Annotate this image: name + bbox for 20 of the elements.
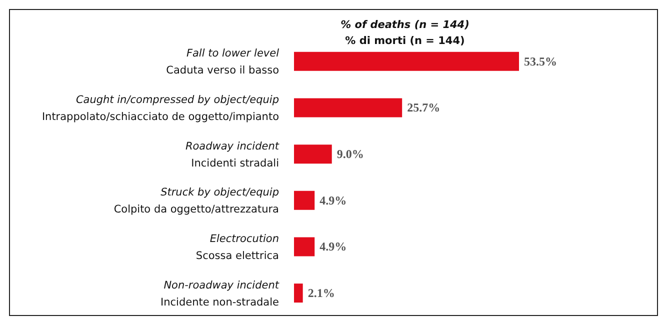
- bar: [294, 52, 519, 71]
- y-tick-label: Non-roadway incident Incidente non-stradale: [160, 279, 280, 308]
- data-label: 53.5%: [524, 54, 557, 68]
- chart-subtitle: % di morti (n = 144): [344, 34, 466, 49]
- bar: [294, 144, 332, 164]
- bar: [294, 190, 315, 210]
- data-label: 4.9%: [320, 240, 347, 254]
- data-label: 9.0%: [336, 147, 364, 162]
- bar: [294, 98, 402, 118]
- chart-title: % of deaths (n = 144): [340, 18, 470, 33]
- y-tick-label: Caught in/compressed by object/equip Intrappolato/schiacciato de oggetto/impianto: [42, 94, 280, 123]
- data-label: 25.7%: [407, 100, 440, 115]
- bar: [294, 284, 303, 303]
- y-tick-label: Electrocution Scossa elettrica: [196, 233, 279, 262]
- data-label: 2.1%: [308, 286, 335, 300]
- y-tick-label: Struck by object/equip Colpito da oggetto/attrezzatura: [114, 186, 280, 216]
- y-tick-label: Roadway incident Incidenti stradali: [185, 140, 280, 170]
- bar: [294, 237, 315, 256]
- y-tick-label: Fall to lower level Caduta verso il basso: [166, 48, 280, 77]
- data-label: 4.9%: [320, 193, 347, 208]
